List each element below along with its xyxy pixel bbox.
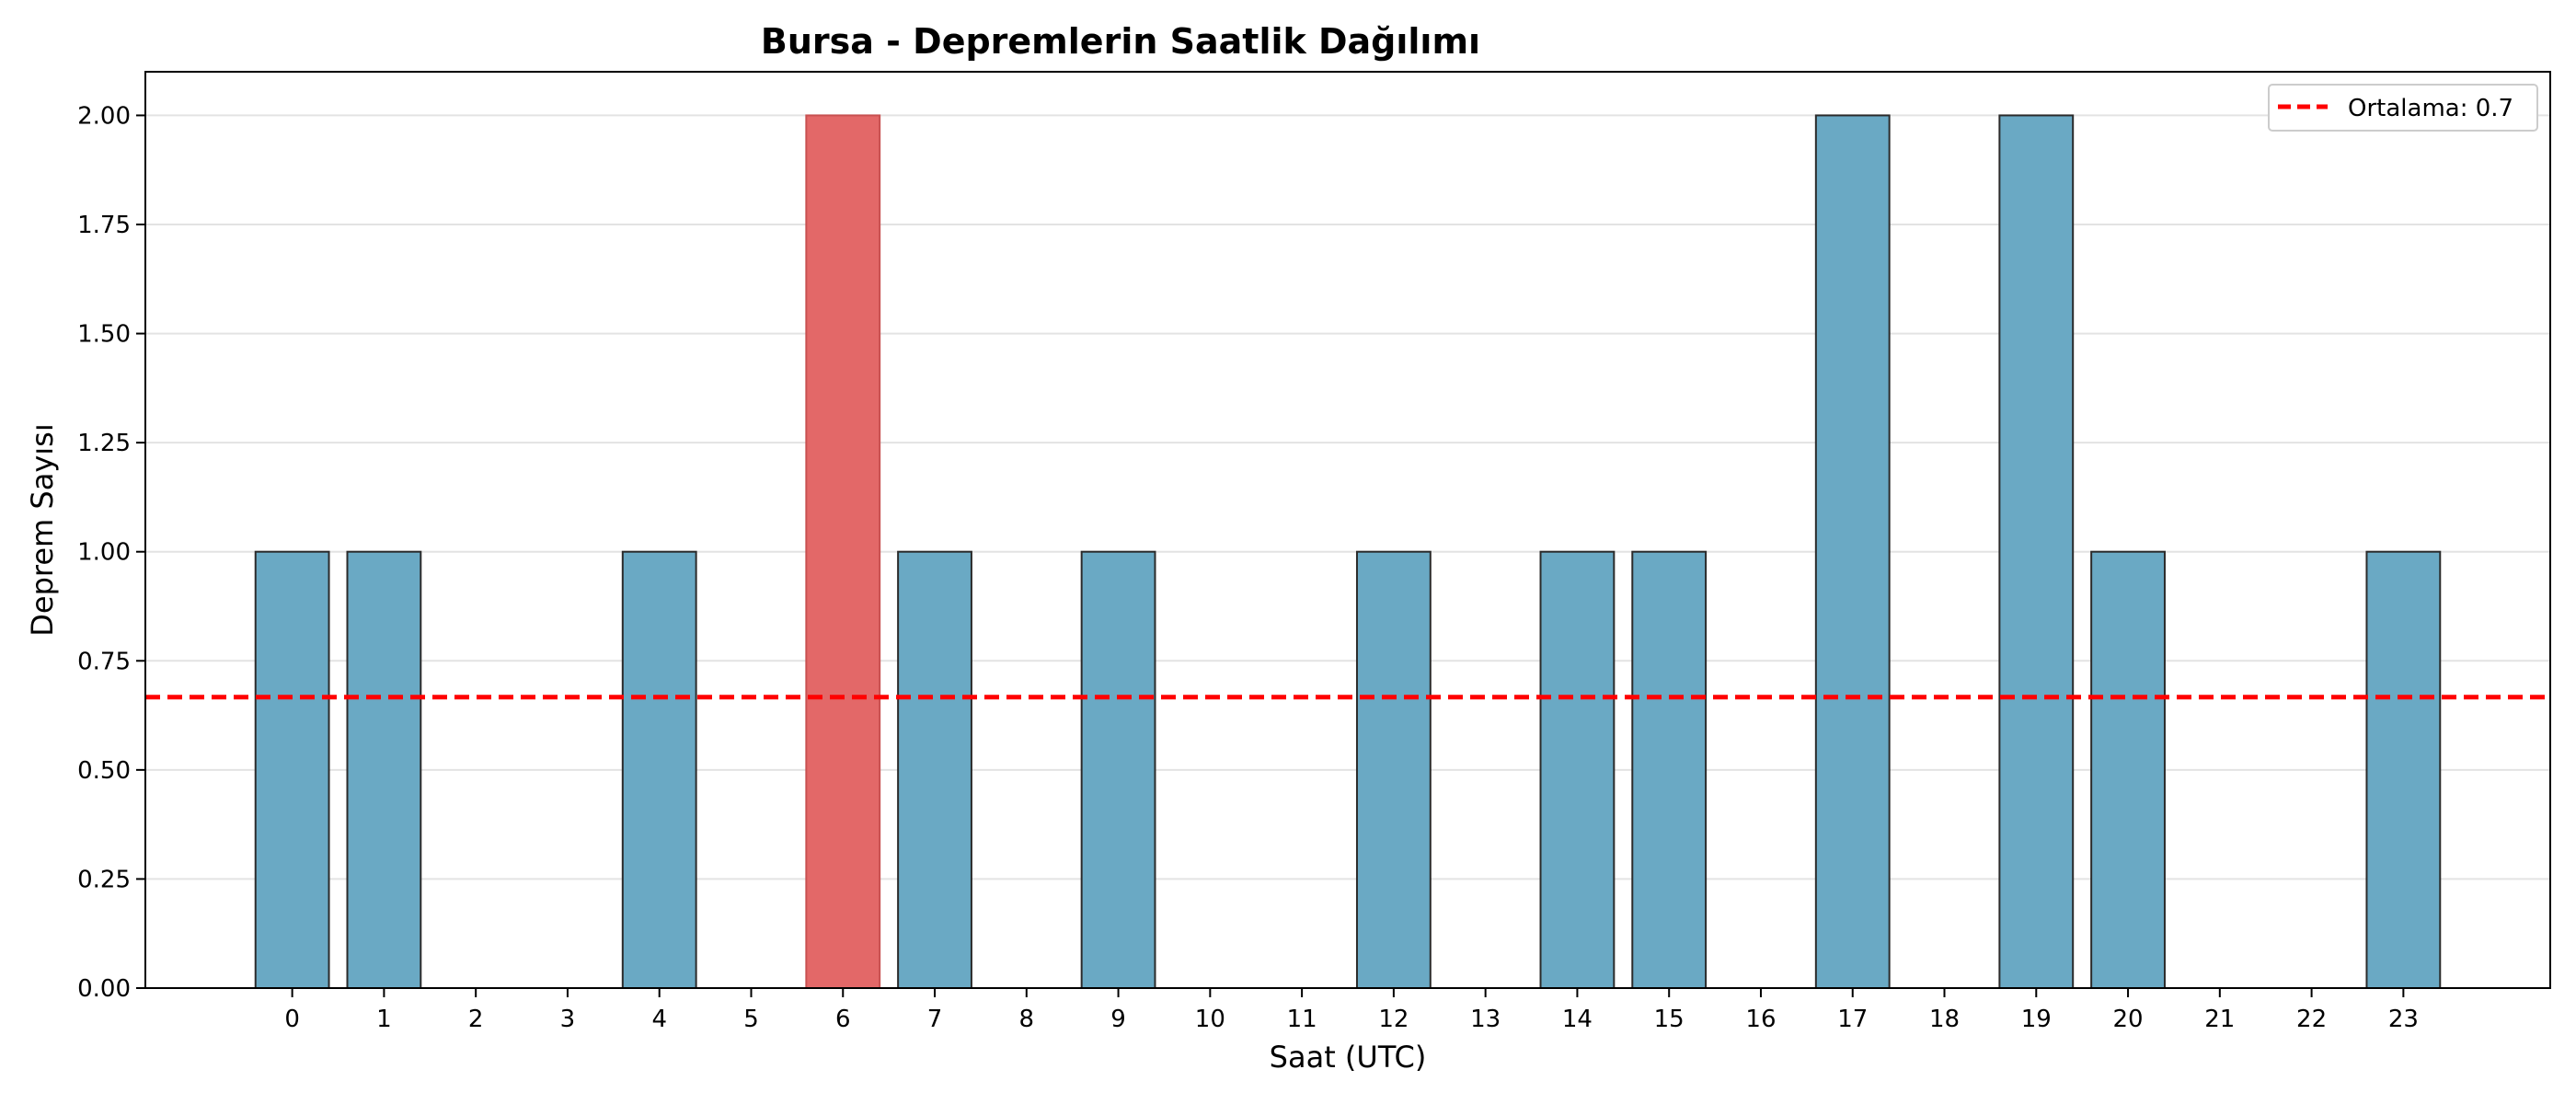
legend: Ortalama: 0.7 xyxy=(2268,84,2538,132)
x-tick-label: 15 xyxy=(1654,1006,1685,1033)
x-tick-label: 2 xyxy=(468,1006,484,1033)
x-tick-label: 13 xyxy=(1470,1006,1501,1033)
bar-hour-15 xyxy=(1631,550,1708,989)
x-tick-label: 18 xyxy=(1929,1006,1960,1033)
x-tick-label: 14 xyxy=(1562,1006,1593,1033)
x-tick-label: 23 xyxy=(2388,1006,2419,1033)
legend-mean-label: Ortalama: 0.7 xyxy=(2348,95,2513,122)
bar-hour-17 xyxy=(1814,114,1891,989)
x-tick-label: 17 xyxy=(1837,1006,1868,1033)
y-tick-label: 0.25 xyxy=(77,866,131,893)
bar-hour-6 xyxy=(805,114,881,989)
bar-hour-14 xyxy=(1539,550,1616,989)
grid-lines xyxy=(145,114,2550,989)
x-tick-label: 0 xyxy=(284,1006,300,1033)
x-axis-label: Saat (UTC) xyxy=(1270,1040,1427,1075)
y-tick-label: 2.00 xyxy=(77,102,131,130)
x-tick-label: 4 xyxy=(651,1006,667,1033)
bar-hour-12 xyxy=(1355,550,1432,989)
bar-hour-0 xyxy=(254,550,330,989)
bar-hour-4 xyxy=(621,550,697,989)
x-tick-label: 22 xyxy=(2296,1006,2327,1033)
y-tick-label: 1.00 xyxy=(77,539,131,567)
x-tick-label: 8 xyxy=(1019,1006,1035,1033)
x-tick-label: 10 xyxy=(1195,1006,1225,1033)
x-tick-label: 5 xyxy=(743,1006,759,1033)
y-axis-label: Deprem Sayısı xyxy=(25,423,60,636)
x-tick-label: 3 xyxy=(560,1006,576,1033)
bar-hour-19 xyxy=(1998,114,2075,989)
bars xyxy=(254,114,2442,989)
x-tick-label: 19 xyxy=(2021,1006,2052,1033)
x-tick-label: 11 xyxy=(1287,1006,1317,1033)
x-tick-label: 1 xyxy=(376,1006,392,1033)
y-tick-label: 1.50 xyxy=(77,321,131,349)
y-tick-label: 1.75 xyxy=(77,212,131,239)
bar-hour-9 xyxy=(1080,550,1156,989)
bar-hour-20 xyxy=(2090,550,2166,989)
y-tick-label: 1.25 xyxy=(77,430,131,457)
x-tick-label: 9 xyxy=(1110,1006,1126,1033)
x-tick-label: 16 xyxy=(1745,1006,1776,1033)
x-tick-label: 21 xyxy=(2204,1006,2235,1033)
y-axis: 0.00 0.25 0.50 0.75 1.00 1.25 1.50 1.75 2.00 xyxy=(77,102,145,1003)
bar-hour-1 xyxy=(346,550,422,989)
x-tick-label: 20 xyxy=(2113,1006,2144,1033)
legend-box xyxy=(2268,84,2538,132)
x-axis: 0 1 2 3 4 5 6 7 8 9 10 11 12 13 14 15 16 17 18 19 20 21 22 23 xyxy=(284,988,2419,1033)
bar-hour-23 xyxy=(2365,550,2442,989)
y-tick-label: 0.50 xyxy=(77,757,131,785)
chart-title: Bursa - Depremlerin Saatlik Dağılımı xyxy=(761,21,1480,62)
x-tick-label: 6 xyxy=(835,1006,851,1033)
y-tick-label: 0.75 xyxy=(77,648,131,675)
plot-frame xyxy=(144,71,2551,989)
y-tick-label: 0.00 xyxy=(77,975,131,1003)
x-tick-label: 12 xyxy=(1378,1006,1409,1033)
bar-hour-7 xyxy=(897,550,972,989)
x-tick-label: 7 xyxy=(927,1006,943,1033)
